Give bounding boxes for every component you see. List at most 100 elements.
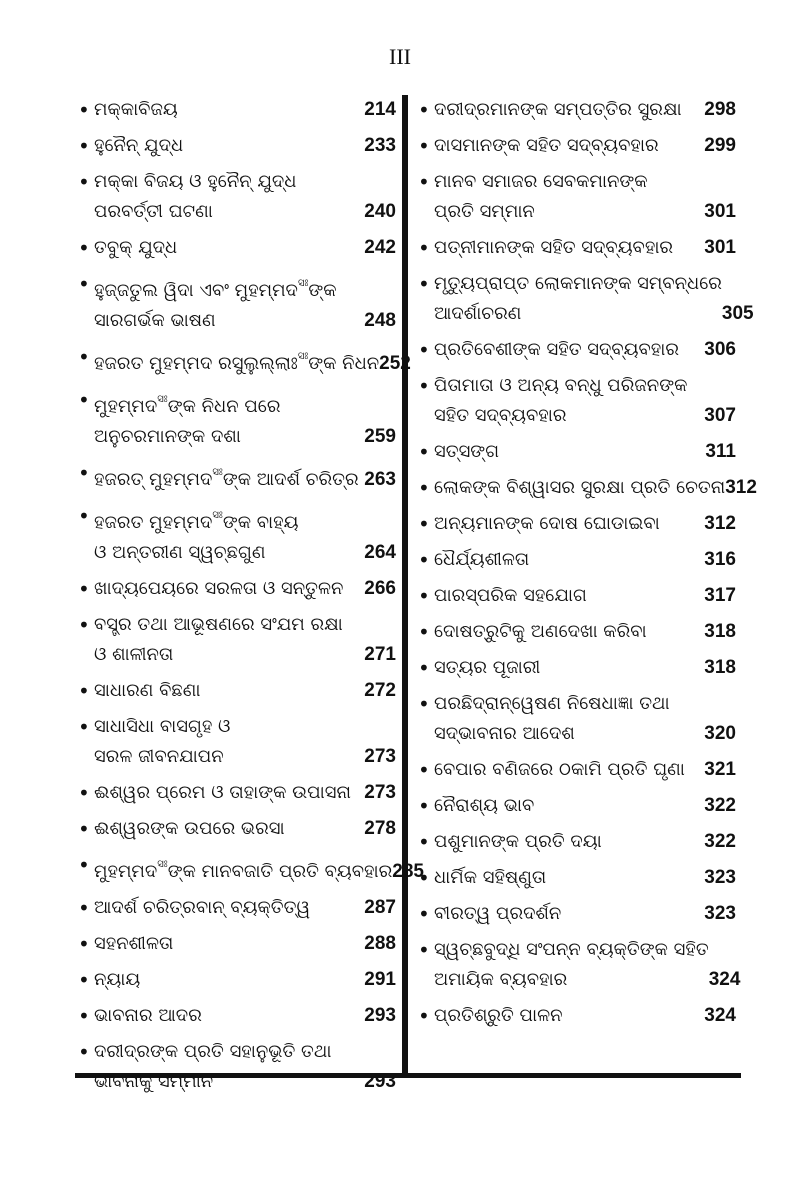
title-text: ମକ୍କା ବିଜୟ ଓ ହୁନୈନ୍ ଯୁଦ୍ଧ	[94, 171, 297, 192]
title-text: ହଜରତ୍ ମୁହମ୍ମଦ	[94, 469, 213, 490]
title-text: ସାରଗର୍ଭକ ଭାଷଣ	[94, 310, 216, 331]
toc-entry: ଭାବନାର ଆଦର 293	[78, 1001, 396, 1031]
title-text: ମୃତ୍ୟୁପ୍ରାପ୍ତ ଲୋକମାନଙ୍କ ସମ୍ବନ୍ଧରେ	[434, 273, 722, 294]
entry-title: ପ୍ରତିଶ୍ରୁତି ପାଳନ	[418, 1001, 688, 1031]
entry-line: ଅମାୟିକ ବ୍ୟବହାର	[434, 965, 709, 995]
toc-entry: ଈଶ୍ୱର ପ୍ରେମ ଓ ତାହାଙ୍କ ଉପାସନା 273	[78, 778, 396, 808]
page-ref: 307	[704, 405, 736, 426]
title-text: ନୈରାଶ୍ୟ ଭାବ	[434, 795, 535, 816]
title-text: ଙ୍କ ଆଦର୍ଶ ଚରିତ୍ର	[222, 469, 359, 490]
entry-line: ସତ୍ୟର ପୂଜାରୀ	[434, 653, 688, 683]
entry-line: ହୁଜ୍ଜତୁଲ ୱିଦା ଏବଂ ମୁହମ୍ମଦସଃଙ୍କ	[94, 269, 348, 306]
entry-line: ପ୍ରତିବେଶୀଙ୍କ ସହିତ ସଦ୍‌ବ୍ୟବହାର	[434, 335, 688, 365]
entry-line: ଈଶ୍ୱର ପ୍ରେମ ଓ ତାହାଙ୍କ ଉପାସନା	[94, 778, 351, 808]
toc-entry: ତବୁକ୍ ଯୁଦ୍ଧ 242	[78, 233, 396, 263]
entry-title: ଧାର୍ମିକ ସହିଷ୍ଣୁତା	[418, 863, 688, 893]
page-ref: 305	[721, 303, 754, 324]
entry-title: ଦରୀଦ୍ରମାନଙ୍କ ସମ୍ପତ୍ତିର ସୁରକ୍ଷା	[418, 95, 688, 125]
entry-line: ପରବର୍ତ୍ତୀ ଘଟଣା	[94, 197, 348, 227]
title-text: ଆଦର୍ଶ ଚରିତ୍ରବାନ୍ ବ୍ୟକ୍ତିତ୍ୱ	[94, 897, 311, 918]
title-text: ତବୁକ୍ ଯୁଦ୍ଧ	[94, 237, 178, 258]
page-ref: 323	[704, 867, 736, 888]
entry-title: ନୈରାଶ୍ୟ ଭାବ	[418, 791, 688, 821]
page-ref: 298	[704, 99, 736, 120]
entry-line: ଦରୀଦ୍ରମାନଙ୍କ ସମ୍ପତ୍ତିର ସୁରକ୍ଷା	[434, 95, 688, 125]
entry-title: ଲୋକଙ୍କ ବିଶ୍ୱାସର ସୁରକ୍ଷା ପ୍ରତି ଚେତନା	[418, 473, 725, 503]
toc-entry: ମକ୍କାବିଜୟ 214	[78, 95, 396, 125]
honorific: ସଃ	[157, 394, 168, 405]
toc-entry: ଦରୀଦ୍ରମାନଙ୍କ ସମ୍ପତ୍ତିର ସୁରକ୍ଷା 298	[418, 95, 736, 125]
entry-title: ମାନବ ସମାଜର ସେବକମାନଙ୍କ ପ୍ରତି ସମ୍ମାନ	[418, 167, 688, 227]
title-text: ପାରସ୍ପରିକ ସହଯୋଗ	[434, 585, 587, 606]
entry-line: ଭାବନାର ଆଦର	[94, 1001, 348, 1031]
entry-title: ଧୈର୍ଯ୍ୟଶୀଳତା	[418, 545, 688, 575]
entry-title: ବେପାର ବଣିଜରେ ଠକାମି ପ୍ରତି ଘୃଣା	[418, 755, 688, 785]
title-text: ଭାବନାର ଆଦର	[94, 1005, 202, 1026]
page-ref: 264	[364, 542, 396, 563]
bottom-rule	[75, 1073, 741, 1078]
entry-title: ସତ୍‌ସଙ୍ଗ	[418, 437, 688, 467]
page-ref: 324	[708, 969, 741, 990]
title-text: ଓ ଅନ୍ତରୀଣ ସ୍ୱଚ୍ଛଗୁଣ	[94, 542, 266, 563]
title-text: ଅନୁଚରମାନଙ୍କ ଦଶା	[94, 426, 241, 447]
toc-entry: ସ୍ୱଚ୍ଛବୁଦ୍ଧି ସଂପନ୍ନ ବ୍ୟକ୍ତିଙ୍କ ସହିତ ଅମାୟି…	[418, 935, 740, 995]
page-ref: 299	[704, 135, 736, 156]
page-ref: 301	[704, 237, 736, 258]
entry-line: ଓ ଶାଳୀନତା	[94, 640, 348, 670]
page-ref: 214	[364, 99, 396, 120]
entry-line: ବୀରତ୍ୱ ପ୍ରଦର୍ଶନ	[434, 899, 688, 929]
title-text: ଅନ୍ୟମାନଙ୍କ ଦୋଷ ଘୋଡାଇବା	[434, 513, 660, 534]
entry-line: ସଦ୍‌ଭାବନାର ଆଦେଶ	[434, 719, 688, 749]
page-ref: 321	[704, 759, 736, 780]
page-ref: 311	[705, 441, 736, 462]
entry-title: ସ୍ୱଚ୍ଛବୁଦ୍ଧି ସଂପନ୍ନ ବ୍ୟକ୍ତିଙ୍କ ସହିତ ଅମାୟି…	[418, 935, 709, 995]
page-ref: 316	[704, 549, 736, 570]
title-text: ହୁଜ୍ଜତୁଲ ୱିଦା ଏବଂ ମୁହମ୍ମଦ	[94, 280, 298, 301]
title-text: ସଦ୍‌ଭାବନାର ଆଦେଶ	[434, 723, 575, 744]
title-text: ବୀରତ୍ୱ ପ୍ରଦର୍ଶନ	[434, 903, 562, 924]
toc-entry: ନୈରାଶ୍ୟ ଭାବ 322	[418, 791, 736, 821]
title-text: ପଶୁମାନଙ୍କ ପ୍ରତି ଦୟା	[434, 831, 602, 852]
entry-line: ବେପାର ବଣିଜରେ ଠକାମି ପ୍ରତି ଘୃଣା	[434, 755, 688, 785]
entry-line: ପ୍ରତି ସମ୍ମାନ	[434, 197, 688, 227]
entry-title: ବୀରତ୍ୱ ପ୍ରଦର୍ଶନ	[418, 899, 688, 929]
entry-line: ଧାର୍ମିକ ସହିଷ୍ଣୁତା	[434, 863, 688, 893]
entry-title: ସାଧାସିଧା ବାସଗୃହ ଓ ସରଳ ଜୀବନଯାପନ	[78, 712, 348, 772]
honorific: ସଃ	[157, 859, 168, 870]
entry-title: ହୁଜ୍ଜତୁଲ ୱିଦା ଏବଂ ମୁହମ୍ମଦସଃଙ୍କ ସାରଗର୍ଭକ ଭ…	[78, 269, 348, 336]
title-text: ହଜରତ ମୁହମ୍ମଦ	[94, 512, 213, 533]
entry-title: ଈଶ୍ୱର ପ୍ରେମ ଓ ତାହାଙ୍କ ଉପାସନା	[78, 778, 351, 808]
title-text: ସାଧାସିଧା ବାସଗୃହ ଓ	[94, 716, 231, 737]
title-text: ଦରୀଦ୍ରଙ୍କ ପ୍ରତି ସହାନୁଭୂତି ତଥା	[94, 1041, 332, 1062]
toc-entry: ସହନଶୀଳତା 288	[78, 929, 396, 959]
entry-line: ହୁନୈନ୍ ଯୁଦ୍ଧ	[94, 131, 348, 161]
title-text: ସହିତ ସଦ୍‌ବ୍ୟବହାର	[434, 405, 567, 426]
entry-line: ପ୍ରତିଶ୍ରୁତି ପାଳନ	[434, 1001, 688, 1031]
page-ref: 324	[704, 1005, 736, 1026]
entry-title: ପିତାମାତା ଓ ଅନ୍ୟ ବନ୍ଧୁ ପରିଜନଙ୍କ ସହିତ ସଦ୍‌ବ…	[418, 371, 688, 431]
toc-entry: ପ୍ରତିଶ୍ରୁତି ପାଳନ 324	[418, 1001, 736, 1031]
title-text: ଓ ଶାଳୀନତା	[94, 644, 174, 665]
entry-title: ଦୋଷତ୍ରୁଟିକୁ ଅଣଦେଖା କରିବା	[418, 617, 688, 647]
entry-line: ମକ୍କା ବିଜୟ ଓ ହୁନୈନ୍ ଯୁଦ୍ଧ	[94, 167, 348, 197]
title-text: ସହନଶୀଳତା	[94, 933, 174, 954]
entry-title: ମକ୍କା ବିଜୟ ଓ ହୁନୈନ୍ ଯୁଦ୍ଧ ପରବର୍ତ୍ତୀ ଘଟଣା	[78, 167, 348, 227]
entry-line: ସତ୍‌ସଙ୍ଗ	[434, 437, 688, 467]
toc-entry: ସତ୍‌ସଙ୍ଗ 311	[418, 437, 736, 467]
entry-title: ଈଶ୍ୱରଙ୍କ ଉପରେ ଭରସା	[78, 814, 348, 844]
entry-line: ସହନଶୀଳତା	[94, 929, 348, 959]
entry-title: ପ୍ରତିବେଶୀଙ୍କ ସହିତ ସଦ୍‌ବ୍ୟବହାର	[418, 335, 688, 365]
entry-title: ପାରସ୍ପରିକ ସହଯୋଗ	[418, 581, 688, 611]
entry-line: ପିତାମାତା ଓ ଅନ୍ୟ ବନ୍ଧୁ ପରିଜନଙ୍କ	[434, 371, 688, 401]
page-ref: 263	[364, 469, 396, 490]
toc-entry: ହୁନୈନ୍ ଯୁଦ୍ଧ 233	[78, 131, 396, 161]
entry-title: ଦାସମାନଙ୍କ ସହିତ ସଦ୍‌ବ୍ୟବହାର	[418, 131, 688, 161]
entry-line: ସହିତ ସଦ୍‌ବ୍ୟବହାର	[434, 401, 688, 431]
toc-entry: ମୃତ୍ୟୁପ୍ରାପ୍ତ ଲୋକମାନଙ୍କ ସମ୍ବନ୍ଧରେ ଆଦର୍ଶାଚ…	[418, 269, 754, 329]
title-text: ବେପାର ବଣିଜରେ ଠକାମି ପ୍ରତି ଘୃଣା	[434, 759, 685, 780]
title-text: ନ୍ୟାୟ	[94, 969, 141, 990]
entry-title: ସତ୍ୟର ପୂଜାରୀ	[418, 653, 688, 683]
title-text: ପିତାମାତା ଓ ଅନ୍ୟ ବନ୍ଧୁ ପରିଜନଙ୍କ	[434, 375, 688, 396]
title-text: ଆଦର୍ଶାଚରଣ	[434, 303, 522, 324]
entry-line: ସ୍ୱଚ୍ଛବୁଦ୍ଧି ସଂପନ୍ନ ବ୍ୟକ୍ତିଙ୍କ ସହିତ	[434, 935, 709, 965]
